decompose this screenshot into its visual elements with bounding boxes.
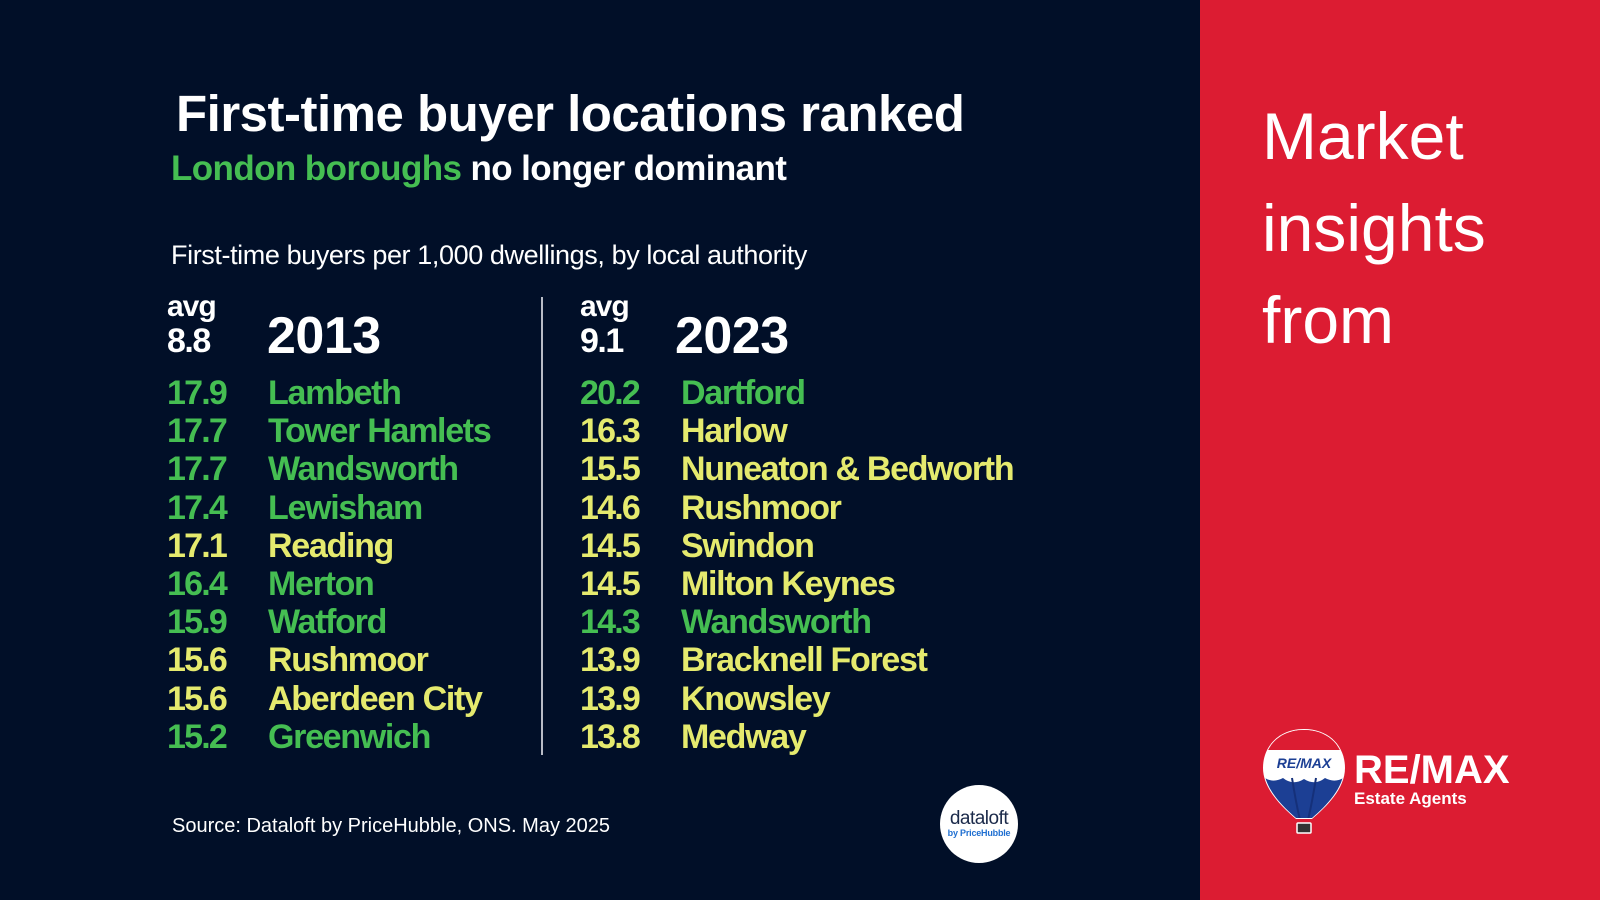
ranking-authority: Reading [268, 526, 394, 565]
page-subtitle: London boroughs no longer dominant [171, 149, 787, 189]
ranking-value: 15.2 [167, 717, 228, 756]
ranking-authority: Merton [268, 564, 375, 603]
market-line: insights [1262, 191, 1486, 265]
avg-value: 9.1 [580, 322, 624, 360]
ranking-authority: Swindon [681, 526, 815, 565]
ranking-authority: Bracknell Forest [681, 641, 928, 680]
market-insights-text: Market insights from [1262, 90, 1486, 366]
avg-value: 8.8 [167, 322, 211, 360]
ranking-value: 15.6 [167, 679, 228, 718]
source-note: Source: Dataloft by PriceHubble, ONS. Ma… [172, 815, 610, 837]
remax-wordmark: RE/MAX [1354, 748, 1510, 792]
ranking-value: 16.3 [580, 412, 641, 451]
ranking-authority: Milton Keynes [681, 564, 896, 603]
ranking-value: 15.5 [580, 450, 641, 489]
ranking-authority: Tower Hamlets [268, 412, 492, 451]
subtitle-rest: no longer dominant [470, 149, 787, 188]
pricehubble-wordmark: by PriceHubble [947, 828, 1011, 838]
ranking-authority: Rushmoor [268, 641, 429, 680]
ranking-value: 20.2 [580, 374, 641, 412]
ranking-authority: Aberdeen City [268, 679, 483, 718]
ranking-authority: Dartford [681, 374, 806, 412]
remax-logo: RE/MAX RE/MAX Estate Agents [1262, 728, 1532, 838]
side-panel [1200, 0, 1600, 900]
ranking-authority: Lewisham [268, 488, 423, 527]
subtitle-highlight: London boroughs [171, 149, 462, 188]
ranking-value: 17.7 [167, 412, 228, 451]
avg-label: avg [580, 290, 630, 323]
ranking-value: 13.9 [580, 679, 641, 718]
year-heading: 2013 [267, 307, 381, 365]
ranking-authority: Wandsworth [681, 603, 872, 642]
market-line: from [1262, 283, 1394, 357]
ranking-value: 13.8 [580, 717, 641, 756]
ranking-authority: Watford [268, 603, 387, 642]
ranking-authority: Wandsworth [268, 450, 459, 489]
ranking-authority: Harlow [681, 412, 788, 451]
ranking-value: 17.9 [167, 374, 228, 412]
column-divider [541, 297, 543, 755]
ranking-value: 14.6 [580, 488, 641, 527]
ranking-value: 17.1 [167, 526, 228, 565]
ranking-authority: Lambeth [268, 374, 402, 412]
main-panel [0, 0, 1200, 900]
ranking-authority: Nuneaton & Bedworth [681, 450, 1015, 489]
ranking-value: 17.4 [167, 488, 228, 527]
ranking-value: 13.9 [580, 641, 641, 680]
ranking-authority: Greenwich [268, 717, 431, 756]
ranking-value: 14.5 [580, 564, 641, 603]
svg-text:RE/MAX: RE/MAX [1277, 755, 1333, 771]
balloon-icon: RE/MAX [1263, 729, 1345, 834]
remax-subtitle: Estate Agents [1354, 789, 1467, 808]
ranking-authority: Knowsley [681, 679, 831, 718]
chart-caption: First-time buyers per 1,000 dwellings, b… [171, 240, 807, 270]
avg-label: avg [167, 290, 217, 323]
ranking-value: 17.7 [167, 450, 228, 489]
market-line: Market [1262, 99, 1464, 173]
ranking-authority: Rushmoor [681, 488, 842, 527]
dataloft-wordmark: dataloft [949, 808, 1009, 829]
page-title: First-time buyer locations ranked [176, 85, 965, 142]
ranking-value: 14.5 [580, 526, 641, 565]
dataloft-logo: dataloft by PriceHubble [940, 785, 1018, 863]
ranking-value: 16.4 [167, 564, 228, 603]
ranking-value: 15.9 [167, 603, 228, 642]
ranking-value: 14.3 [580, 603, 641, 642]
year-heading: 2023 [675, 307, 789, 365]
ranking-authority: Medway [681, 717, 807, 756]
ranking-value: 15.6 [167, 641, 228, 680]
